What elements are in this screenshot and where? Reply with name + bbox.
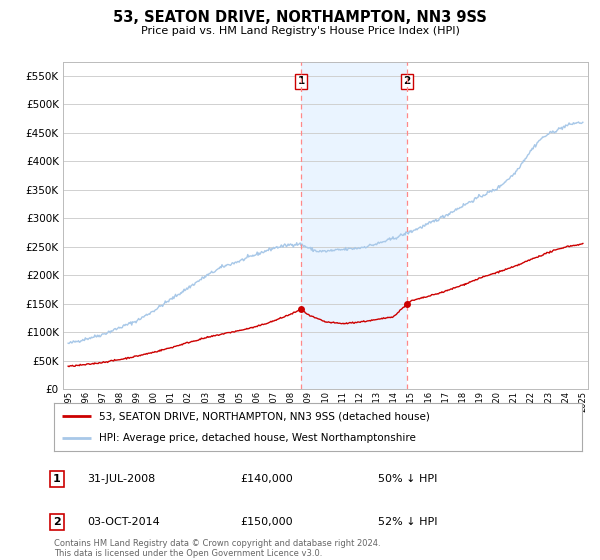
Bar <box>301 62 407 389</box>
Text: 53, SEATON DRIVE, NORTHAMPTON, NN3 9SS (detached house): 53, SEATON DRIVE, NORTHAMPTON, NN3 9SS (… <box>99 411 430 421</box>
Text: £150,000: £150,000 <box>240 517 293 527</box>
Text: 31-JUL-2008: 31-JUL-2008 <box>87 474 155 484</box>
Text: 2: 2 <box>53 517 61 527</box>
Text: 03-OCT-2014: 03-OCT-2014 <box>87 517 160 527</box>
Text: HPI: Average price, detached house, West Northamptonshire: HPI: Average price, detached house, West… <box>99 433 416 443</box>
Text: 52% ↓ HPI: 52% ↓ HPI <box>378 517 437 527</box>
Text: Price paid vs. HM Land Registry's House Price Index (HPI): Price paid vs. HM Land Registry's House … <box>140 26 460 36</box>
Text: 2: 2 <box>403 76 410 86</box>
Text: Contains HM Land Registry data © Crown copyright and database right 2024.
This d: Contains HM Land Registry data © Crown c… <box>54 539 380 558</box>
Text: 53, SEATON DRIVE, NORTHAMPTON, NN3 9SS: 53, SEATON DRIVE, NORTHAMPTON, NN3 9SS <box>113 10 487 25</box>
Text: 1: 1 <box>298 76 305 86</box>
Text: 1: 1 <box>53 474 61 484</box>
Text: 50% ↓ HPI: 50% ↓ HPI <box>378 474 437 484</box>
Text: £140,000: £140,000 <box>240 474 293 484</box>
